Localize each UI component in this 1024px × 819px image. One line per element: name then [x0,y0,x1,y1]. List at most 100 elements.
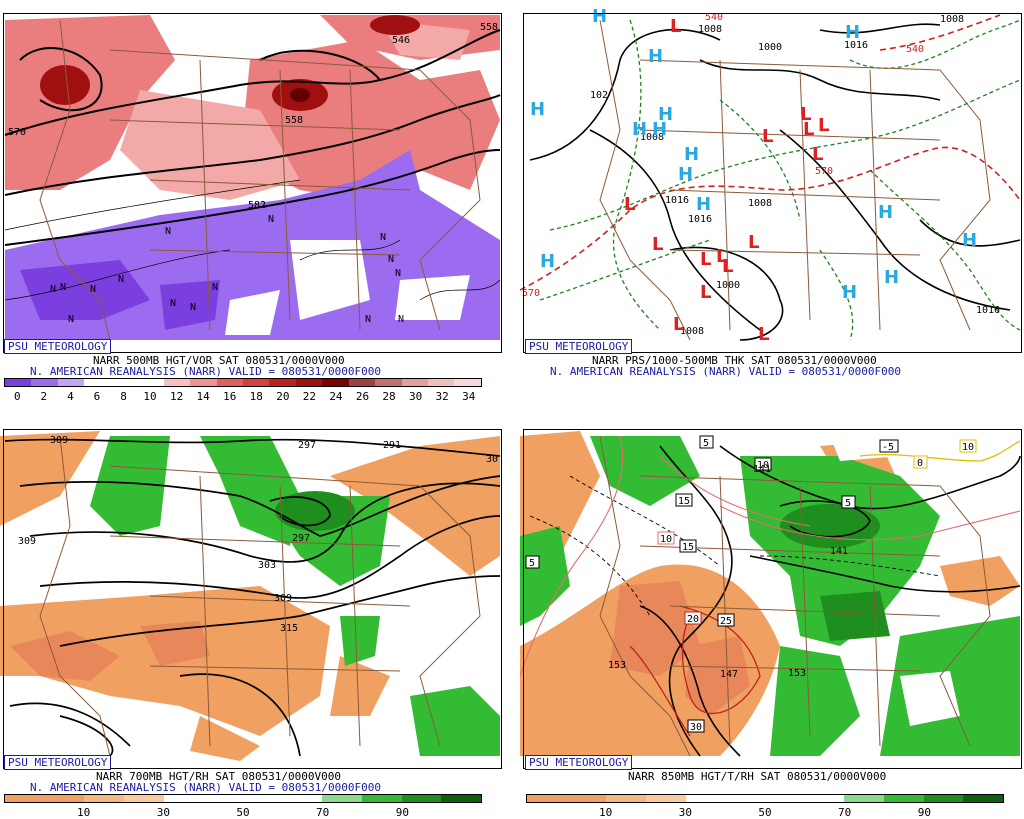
caption-line2: N. AMERICAN REANALYSIS (NARR) VALID = 08… [30,365,381,378]
colorbar-tick: 18 [249,390,263,403]
temp-box: 10 [657,531,675,545]
thickness-label: 540 [906,44,924,55]
colorbar-swatch [295,379,323,386]
contour-label: 558 [285,115,303,126]
colorbar-tick: 28 [382,390,396,403]
panel-700mb: 309 297 291 30 309 297 303 309 315 PSU M… [0,416,504,819]
colorbar-swatch [163,379,191,386]
panel-850mb: 5 -5 10 15 15 10 5 20 25 30 5 10 0 141 1… [520,416,1024,819]
colorbar-swatch [646,795,686,802]
temp-box: 20 [684,611,702,625]
contour-label: 309 [18,536,36,547]
psu-logo: PSU METEOROLOGY [4,755,112,770]
svg-text:0: 0 [917,458,923,469]
svg-text:20: 20 [687,614,699,625]
colorbar-ticks-500mb: 0 2 4 6 8 10 12 14 16 18 20 22 24 26 28 30 32 34 [4,390,482,403]
colorbar-tick: 10 [599,806,613,819]
low-marker: L [700,282,711,303]
colorbar-500mb [4,378,482,387]
temp-box: -5 [879,439,899,453]
svg-text:15: 15 [678,496,690,507]
colorbar-tick: 30 [156,806,170,819]
svg-text:10: 10 [757,460,769,471]
vort-marker: N [68,314,74,325]
isobar-label: 1008 [698,24,722,35]
high-marker: H [530,99,545,120]
colorbar-tick: 30 [678,806,692,819]
isobar-label: 1016 [665,195,689,206]
colorbar-swatch [137,379,164,386]
svg-text:-5: -5 [882,442,894,453]
low-marker: L [812,144,823,165]
low-marker: L [800,104,811,125]
contour-label: 315 [280,623,298,634]
caption-line1: NARR 850MB HGT/T/RH SAT 080531/0000V000 [628,770,887,783]
low-marker: L [803,119,814,140]
caption-line2: N. AMERICAN REANALYSIS (NARR) VALID = 08… [30,781,381,794]
height-label: 141 [753,464,771,475]
map-sfc: 1008 1000 1016 1008 1016 1008 1016 1000 … [520,0,1024,404]
colorbar-tick: 10 [143,390,157,403]
colorbar-tick: 8 [120,390,127,403]
colorbar-ticks-700mb: 10 30 50 70 90 [4,806,482,819]
contour-label: 297 [298,440,316,451]
high-marker: H [684,144,699,165]
contour-label: 558 [480,22,498,33]
colorbar-tick: 22 [302,390,316,403]
colorbar-tick: 32 [435,390,449,403]
contour-label: 309 [50,435,68,446]
vort-marker: N [60,282,66,293]
caption-line2: N. AMERICAN REANALYSIS (NARR) VALID = 08… [550,365,901,378]
contour-label: 546 [392,35,410,46]
vort-marker: N [365,314,371,325]
colorbar-tick: 20 [276,390,290,403]
colorbar-tick: 90 [917,806,931,819]
isobar-label: 1008 [680,326,704,337]
high-marker: H [696,194,711,215]
colorbar-swatch [963,795,1004,802]
vort-marker: N [118,274,124,285]
colorbar-850mb [526,794,1004,803]
colorbar-swatch [401,379,428,386]
vort-marker: N [50,284,56,295]
colorbar-ticks-850mb: 10 30 50 70 90 [526,806,1004,819]
colorbar-swatch [527,795,567,802]
colorbar-tick: 90 [395,806,409,819]
colorbar-swatch [44,795,85,802]
colorbar-swatch [685,795,726,802]
vort-marker: N [90,284,96,295]
height-label: 153 [788,668,806,679]
colorbar-swatch [844,795,885,802]
isobar-label: 1008 [940,14,964,25]
high-marker: H [540,251,555,272]
contour-label: 309 [274,593,292,604]
colorbar-tick: 16 [223,390,237,403]
colorbar-swatch [84,795,125,802]
colorbar-swatch [375,379,402,386]
svg-text:10: 10 [962,442,974,453]
height-label: 147 [720,669,738,680]
low-marker: L [758,324,769,345]
colorbar-tick: 12 [169,390,184,403]
colorbar-swatch [606,795,647,802]
colorbar-tick: 0 [13,390,21,403]
temp-box: 0 [913,455,928,469]
vort-marker: N [268,214,274,225]
vort-marker: N [398,314,404,325]
low-marker: L [700,249,711,270]
colorbar-swatch [401,795,442,802]
colorbar-swatch [884,795,924,802]
svg-text:5: 5 [529,558,535,569]
colorbar-swatch [725,795,766,802]
temp-box: 10 [754,457,772,471]
contour-label: 303 [258,560,276,571]
colorbar-swatch [923,795,964,802]
colorbar-tick: 50 [758,806,772,819]
low-marker: L [652,234,663,255]
vort-marker: N [170,298,176,309]
isobar-label: 1016 [976,305,1000,316]
colorbar-swatch [5,379,32,386]
high-marker: H [648,46,663,67]
low-marker: L [762,126,773,147]
svg-text:15: 15 [682,542,694,553]
